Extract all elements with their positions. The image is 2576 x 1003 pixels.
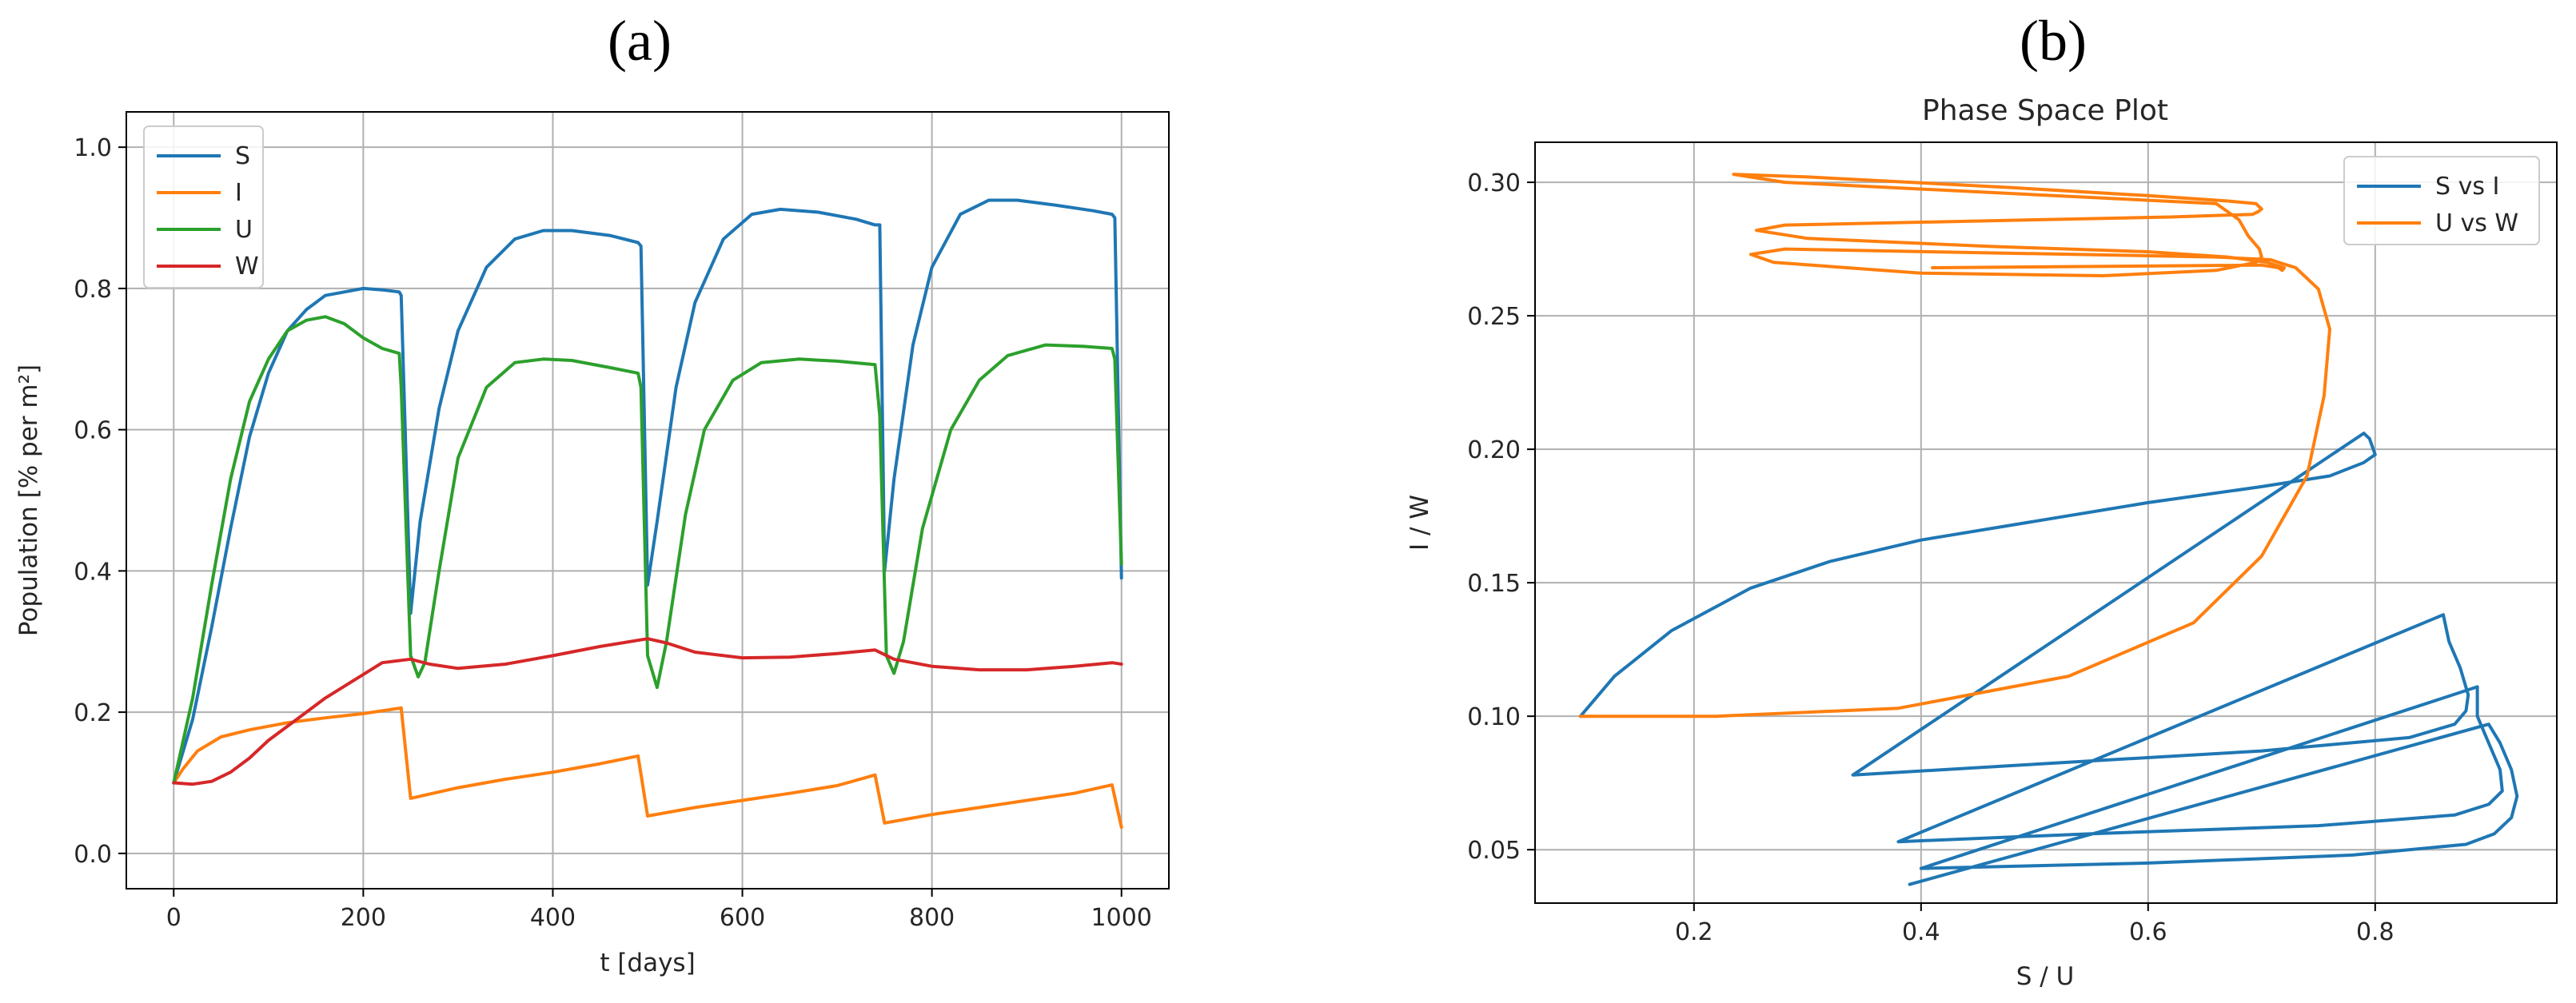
series-layer-a — [172, 198, 1123, 830]
x-tick-label: 0.8 — [2356, 918, 2395, 946]
legend-label: U vs W — [2435, 209, 2518, 237]
plot-frame-a — [126, 111, 1170, 890]
series-line-u-vs-w — [1578, 173, 2331, 718]
x-tick-label: 600 — [720, 904, 765, 932]
x-tick-label: 200 — [341, 904, 386, 932]
y-axis-title-a: Population [% per m²] — [14, 364, 43, 636]
y-tick-label: 0.4 — [74, 558, 112, 586]
x-axis-title-a: t [days] — [600, 949, 695, 977]
chart-title-b: Phase Space Plot — [1922, 94, 2168, 127]
x-tick-label: 400 — [530, 904, 576, 932]
panel-b: (b) Phase Space Plot 0.2 0.4 0.6 0.8 0.05 0.1… — [1406, 9, 2558, 991]
legend-label: W — [235, 253, 259, 281]
y-tick-label: 0.8 — [74, 276, 112, 304]
x-tick-label: 0 — [166, 904, 181, 932]
panel-a: (a) 0 200 400 600 800 10000.00.20.40.60.81.0 … — [14, 9, 1170, 977]
y-tick-label: 0.6 — [74, 417, 112, 445]
legend-label: S — [235, 142, 250, 170]
legend-label: I — [235, 179, 242, 207]
series-line-i — [172, 706, 1123, 830]
y-tick-label: 0.0 — [74, 841, 112, 869]
legend-b: S vs I U vs W — [2343, 156, 2540, 245]
series-line-s-vs-i — [1578, 432, 2519, 886]
y-tick-label: 1.0 — [74, 134, 112, 162]
plot-frame-b — [1534, 141, 2558, 904]
x-tick-label: 0.2 — [1675, 918, 1713, 946]
panel-label-b: (b) — [2020, 9, 2087, 73]
legend-label: S vs I — [2435, 173, 2499, 201]
y-tick-label: 0.25 — [1467, 303, 1521, 331]
series-line-u — [172, 315, 1123, 785]
grid-a — [126, 112, 1169, 889]
ticks-a: 0 200 400 600 800 1000 0.0 0.2 0.4 0.6 0.8 1.0 — [74, 134, 1152, 932]
legend-label: U — [235, 216, 253, 244]
y-tick-label: 0.10 — [1467, 703, 1521, 731]
y-tick-label: 0.15 — [1467, 570, 1521, 598]
x-tick-label: 0.6 — [2129, 918, 2167, 946]
panel-label-a: (a) — [608, 9, 672, 73]
y-tick-label: 0.30 — [1467, 169, 1521, 197]
series-line-s — [172, 198, 1123, 785]
series-line-w — [172, 637, 1123, 786]
grid-b — [1535, 142, 2557, 903]
x-tick-label: 1000 — [1091, 904, 1152, 932]
series-layer-b — [1578, 173, 2519, 886]
y-tick-label: 0.05 — [1467, 837, 1521, 865]
x-tick-label: 0.4 — [1902, 918, 1940, 946]
legend-box — [143, 125, 264, 289]
y-tick-label: 0.2 — [74, 699, 112, 727]
x-axis-title-b: S / U — [2016, 962, 2075, 991]
y-tick-label: 0.20 — [1467, 436, 1521, 464]
x-tick-label: 800 — [909, 904, 955, 932]
ticks-b: 0.2 0.4 0.6 0.8 0.05 0.10 0.15 0.20 0.25 0.30 — [1467, 169, 2394, 946]
y-axis-title-b: I / W — [1406, 495, 1434, 551]
